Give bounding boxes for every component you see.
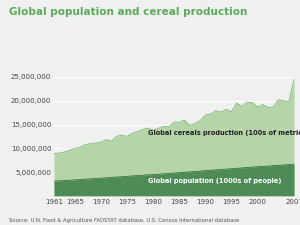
Text: Global cereals production (100s of metric tonnes): Global cereals production (100s of metri… bbox=[148, 130, 300, 136]
Text: Global population and cereal production: Global population and cereal production bbox=[9, 7, 247, 17]
Text: Source: U.N. Food & Agriculture FAOSTAT database, U.S. Census International data: Source: U.N. Food & Agriculture FAOSTAT … bbox=[9, 218, 239, 223]
Text: Global population (1000s of people): Global population (1000s of people) bbox=[148, 178, 281, 184]
